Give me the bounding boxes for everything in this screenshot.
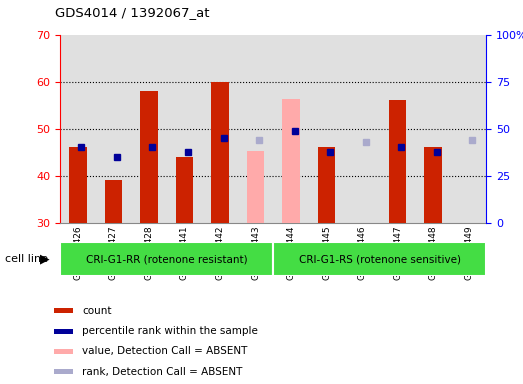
Bar: [273, 242, 486, 276]
Text: GDS4014 / 1392067_at: GDS4014 / 1392067_at: [55, 6, 209, 19]
Bar: [140, 91, 158, 223]
Bar: [451, 35, 486, 223]
Bar: [415, 35, 451, 223]
Bar: [54, 308, 73, 313]
Bar: [105, 180, 122, 223]
Bar: [238, 35, 274, 223]
Bar: [96, 35, 131, 223]
Bar: [247, 151, 265, 223]
Bar: [54, 329, 73, 334]
Bar: [54, 369, 73, 374]
Bar: [424, 147, 442, 223]
Text: ▶: ▶: [40, 253, 49, 266]
Bar: [317, 147, 335, 223]
Bar: [60, 242, 273, 276]
Bar: [167, 35, 202, 223]
Bar: [380, 35, 415, 223]
Text: CRI-G1-RR (rotenone resistant): CRI-G1-RR (rotenone resistant): [86, 254, 247, 264]
Bar: [282, 99, 300, 223]
Bar: [274, 35, 309, 223]
Bar: [309, 35, 344, 223]
Bar: [211, 82, 229, 223]
Bar: [344, 35, 380, 223]
Bar: [54, 349, 73, 354]
Text: value, Detection Call = ABSENT: value, Detection Call = ABSENT: [82, 346, 247, 356]
Bar: [202, 35, 238, 223]
Bar: [69, 147, 87, 223]
Text: cell line: cell line: [5, 254, 48, 264]
Text: count: count: [82, 306, 111, 316]
Bar: [131, 35, 167, 223]
Bar: [389, 101, 406, 223]
Bar: [60, 35, 96, 223]
Text: rank, Detection Call = ABSENT: rank, Detection Call = ABSENT: [82, 367, 242, 377]
Text: percentile rank within the sample: percentile rank within the sample: [82, 326, 258, 336]
Bar: [176, 157, 194, 223]
Text: CRI-G1-RS (rotenone sensitive): CRI-G1-RS (rotenone sensitive): [299, 254, 461, 264]
